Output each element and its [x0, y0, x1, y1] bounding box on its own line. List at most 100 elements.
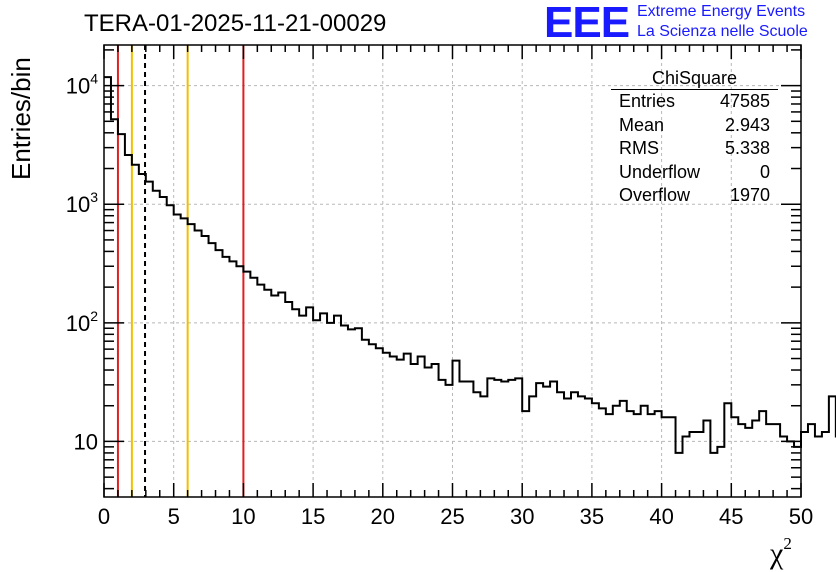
- histogram-bin: [543, 387, 550, 497]
- y-tick-label: 10: [74, 429, 98, 454]
- histogram-bin: [320, 313, 327, 497]
- stats-value: 1970: [729, 185, 770, 205]
- x-tick-label: 45: [719, 504, 743, 529]
- histogram-bin: [222, 257, 229, 497]
- stats-row-underflow: Underflow 0: [611, 161, 778, 185]
- histogram-bin: [250, 278, 257, 497]
- histogram-bin: [313, 320, 320, 497]
- histogram-bin: [717, 447, 724, 497]
- histogram-bin: [292, 309, 299, 497]
- stats-label: RMS: [619, 138, 659, 158]
- y-axis-label: Entries/bin: [6, 57, 36, 180]
- histogram-bin: [696, 432, 703, 497]
- histogram-bin: [480, 396, 487, 497]
- histogram-bin: [487, 378, 494, 497]
- x-tick-label: 0: [98, 504, 110, 529]
- x-axis-label-exponent: 2: [783, 534, 792, 553]
- x-tick-label: 35: [580, 504, 604, 529]
- histogram-bin: [341, 325, 348, 497]
- histogram-bin: [404, 354, 411, 497]
- x-tick-label: 40: [649, 504, 673, 529]
- histogram-bin: [264, 290, 271, 497]
- histogram-bin: [167, 205, 174, 497]
- histogram-bin: [599, 408, 606, 497]
- stats-value: 2.943: [724, 114, 770, 135]
- histogram-bin: [466, 382, 473, 497]
- histogram-bin: [801, 432, 808, 497]
- histogram-bin: [125, 155, 132, 497]
- histogram-bin: [216, 250, 223, 497]
- stats-value: 5.338: [724, 138, 770, 158]
- histogram-bin: [278, 293, 285, 497]
- histogram-bin: [285, 302, 292, 497]
- histogram-bin: [411, 364, 418, 497]
- histogram-bin: [724, 403, 731, 497]
- y-tick-label: 104: [66, 71, 98, 99]
- histogram-bin: [571, 392, 578, 497]
- histogram-bin: [160, 197, 167, 497]
- histogram-bin: [146, 182, 153, 497]
- histogram-bin: [236, 266, 243, 497]
- stats-box: ChiSquare Entries 47585 Mean 2.943 RMS 5…: [611, 67, 778, 208]
- histogram-bin: [557, 392, 564, 497]
- x-tick-label: 30: [510, 504, 534, 529]
- histogram-bin: [829, 396, 836, 497]
- histogram-bin: [522, 411, 529, 497]
- x-tick-label: 5: [168, 504, 180, 529]
- logo-line-1: Extreme Energy Events: [637, 3, 806, 20]
- histogram-bin: [578, 396, 585, 497]
- histogram-bin: [299, 316, 306, 497]
- histogram-bin: [627, 411, 634, 497]
- histogram-bin: [752, 421, 759, 497]
- histogram-bin: [188, 224, 195, 497]
- histogram-bin: [613, 406, 620, 497]
- x-axis-label: χ2: [770, 534, 792, 571]
- histogram-bin: [348, 329, 355, 497]
- histogram-bin: [334, 316, 341, 497]
- histogram-bin: [536, 383, 543, 497]
- histogram-bin: [766, 424, 773, 497]
- histogram-bin: [606, 414, 613, 497]
- x-tick-label: 15: [301, 504, 325, 529]
- histogram-bin: [174, 214, 181, 497]
- histogram-bin: [655, 411, 662, 497]
- histogram-bin: [111, 119, 118, 497]
- x-tick-label: 50: [789, 504, 813, 529]
- stats-row-overflow: Overflow 1970: [611, 184, 778, 208]
- stats-label: Entries: [619, 91, 676, 111]
- histogram-bin: [794, 447, 801, 497]
- histogram-bin: [703, 421, 710, 497]
- histogram-bin: [773, 424, 780, 497]
- histogram-bin: [118, 134, 125, 497]
- histogram-bin: [641, 406, 648, 497]
- histogram-bin: [195, 231, 202, 497]
- histogram-bin: [676, 453, 683, 497]
- histogram-bin: [229, 261, 236, 497]
- histogram-bin: [383, 353, 390, 497]
- histogram-bin: [515, 378, 522, 497]
- histogram-bin: [390, 357, 397, 497]
- histogram-bin: [446, 385, 453, 497]
- histogram-bin: [209, 243, 216, 497]
- histogram-bin: [376, 348, 383, 497]
- histogram-bin: [634, 414, 641, 497]
- histogram-bin: [362, 340, 369, 497]
- histogram-bin: [815, 437, 822, 497]
- histogram-bin: [132, 165, 139, 497]
- stats-value: 0: [759, 161, 770, 182]
- histogram-bin: [822, 432, 829, 497]
- histogram-bin: [662, 417, 669, 497]
- histogram-step-line: [104, 76, 836, 454]
- chart-title: TERA-01-2025-11-21-00029: [84, 10, 387, 37]
- x-tick-label: 10: [231, 504, 255, 529]
- histogram-bin: [780, 437, 787, 497]
- histogram-bin: [759, 411, 766, 497]
- axis-ticks: [103, 45, 802, 497]
- histogram-bin: [397, 360, 404, 497]
- histogram-bin: [508, 380, 515, 497]
- histogram-bin: [648, 414, 655, 497]
- histogram-bin: [592, 403, 599, 497]
- stats-value: 47585: [719, 91, 770, 111]
- stats-row-entries: Entries 47585: [611, 90, 778, 114]
